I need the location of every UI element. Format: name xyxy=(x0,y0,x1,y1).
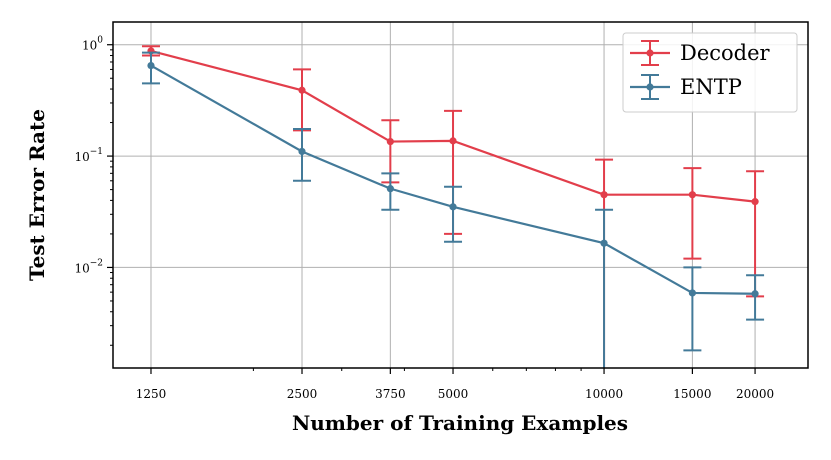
x-tick-label: 3750 xyxy=(375,387,406,401)
data-point xyxy=(298,147,306,156)
data-point xyxy=(449,137,457,145)
data-point xyxy=(298,86,306,94)
legend-label: ENTP xyxy=(680,75,742,99)
data-point xyxy=(688,191,696,199)
y-tick-labels: 100 10−1 10−2 xyxy=(74,36,103,276)
data-point xyxy=(688,289,696,297)
x-tick-label: 2500 xyxy=(287,387,318,401)
data-point xyxy=(386,137,394,146)
x-tick-label: 15000 xyxy=(673,387,711,401)
series-entp xyxy=(141,51,765,368)
x-tick-label: 10000 xyxy=(585,387,623,401)
x-tick-label: 20000 xyxy=(736,387,774,401)
legend-marker xyxy=(646,83,654,91)
y-tick-label: 10−2 xyxy=(74,258,103,275)
x-axis-title: Number of Training Examples xyxy=(292,411,628,435)
data-point xyxy=(386,185,394,193)
x-tick-label: 5000 xyxy=(438,387,469,401)
plot-frame xyxy=(112,21,809,369)
legend-entry-entp: ENTP xyxy=(630,74,742,100)
legend-entry-decoder: Decoder xyxy=(630,40,771,66)
series-layer xyxy=(141,45,765,368)
x-tick-label: 1250 xyxy=(136,387,167,401)
x-tick-labels: 1250 2500 3750 5000 10000 15000 20000 xyxy=(136,387,774,401)
y-tick-label: 100 xyxy=(82,36,103,53)
legend: Decoder ENTP xyxy=(622,32,798,113)
y-axis-title: Test Error Rate xyxy=(25,109,49,281)
y-tick-label: 10−1 xyxy=(74,147,103,164)
data-point xyxy=(449,203,457,211)
data-point xyxy=(600,191,608,199)
data-point xyxy=(751,290,759,298)
data-point xyxy=(751,198,759,206)
data-point xyxy=(147,61,155,70)
data-point xyxy=(600,239,608,247)
legend-marker xyxy=(646,49,654,57)
tick-marks xyxy=(107,44,756,374)
legend-label: Decoder xyxy=(680,41,771,65)
